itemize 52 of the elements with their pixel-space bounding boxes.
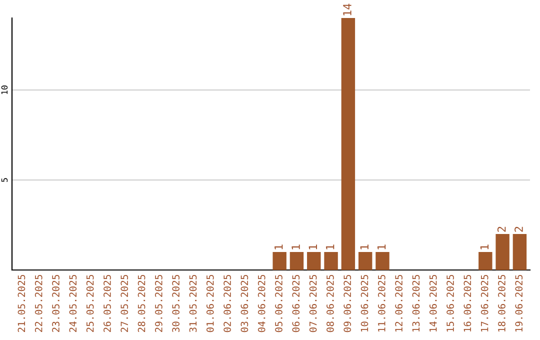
x-tick-label: 22.05.2025 bbox=[34, 274, 42, 332]
y-tick-label: 5 bbox=[1, 178, 8, 182]
x-tick-label: 15.06.2025 bbox=[446, 274, 454, 332]
x-tick-label: 07.06.2025 bbox=[309, 274, 317, 332]
x-tick-label: 18.06.2025 bbox=[498, 274, 506, 332]
bar bbox=[358, 252, 372, 270]
x-tick-label: 23.05.2025 bbox=[52, 274, 60, 332]
bar bbox=[478, 252, 492, 270]
data-label: 14 bbox=[343, 4, 352, 16]
bar bbox=[272, 252, 286, 270]
data-label: 1 bbox=[480, 244, 488, 250]
data-label: 1 bbox=[360, 244, 368, 250]
data-label: 1 bbox=[274, 244, 283, 250]
data-label: 1 bbox=[326, 244, 334, 250]
x-tick-label: 27.05.2025 bbox=[120, 274, 128, 332]
x-tick-label: 16.06.2025 bbox=[464, 274, 472, 332]
data-label: 1 bbox=[308, 244, 317, 250]
bar bbox=[307, 252, 321, 270]
x-tick-label: 01.06.2025 bbox=[206, 274, 214, 332]
data-label: 2 bbox=[514, 226, 523, 232]
bar bbox=[290, 252, 304, 270]
x-tick-label: 14.06.2025 bbox=[429, 274, 437, 332]
x-tick-label: 11.06.2025 bbox=[378, 274, 386, 332]
x-tick-label: 24.05.2025 bbox=[69, 274, 77, 332]
x-tick-label: 21.05.2025 bbox=[18, 274, 26, 332]
bar bbox=[324, 252, 338, 270]
data-label: 1 bbox=[377, 244, 386, 250]
x-tick-label: 13.06.2025 bbox=[412, 274, 420, 332]
x-tick-label: 05.06.2025 bbox=[275, 274, 282, 332]
x-tick-label: 08.06.2025 bbox=[326, 274, 334, 332]
x-tick-label: 04.06.2025 bbox=[258, 274, 266, 332]
x-tick-label: 26.05.2025 bbox=[104, 274, 111, 332]
x-tick-label: 25.05.2025 bbox=[86, 274, 94, 332]
x-tick-label: 02.06.2025 bbox=[224, 274, 231, 332]
bar bbox=[341, 18, 356, 270]
x-tick-label: 09.06.2025 bbox=[344, 274, 352, 332]
x-tick-label: 12.06.2025 bbox=[395, 274, 402, 332]
x-tick-label: 19.06.2025 bbox=[515, 274, 523, 332]
y-tick-label: 10 bbox=[1, 86, 8, 94]
x-tick-label: 10.06.2025 bbox=[360, 274, 368, 332]
x-tick-label: 31.05.2025 bbox=[189, 274, 197, 332]
x-tick-label: 29.05.2025 bbox=[155, 274, 162, 332]
data-label: 1 bbox=[292, 244, 300, 250]
bar bbox=[376, 252, 390, 270]
bar bbox=[512, 234, 527, 270]
x-tick-label: 03.06.2025 bbox=[240, 274, 248, 332]
x-tick-label: 17.06.2025 bbox=[480, 274, 488, 332]
x-tick-label: 06.06.2025 bbox=[292, 274, 300, 332]
data-label: 2 bbox=[497, 226, 506, 232]
x-tick-label: 30.05.2025 bbox=[172, 274, 180, 332]
x-tick-label: 28.05.2025 bbox=[138, 274, 146, 332]
bar bbox=[496, 234, 510, 270]
